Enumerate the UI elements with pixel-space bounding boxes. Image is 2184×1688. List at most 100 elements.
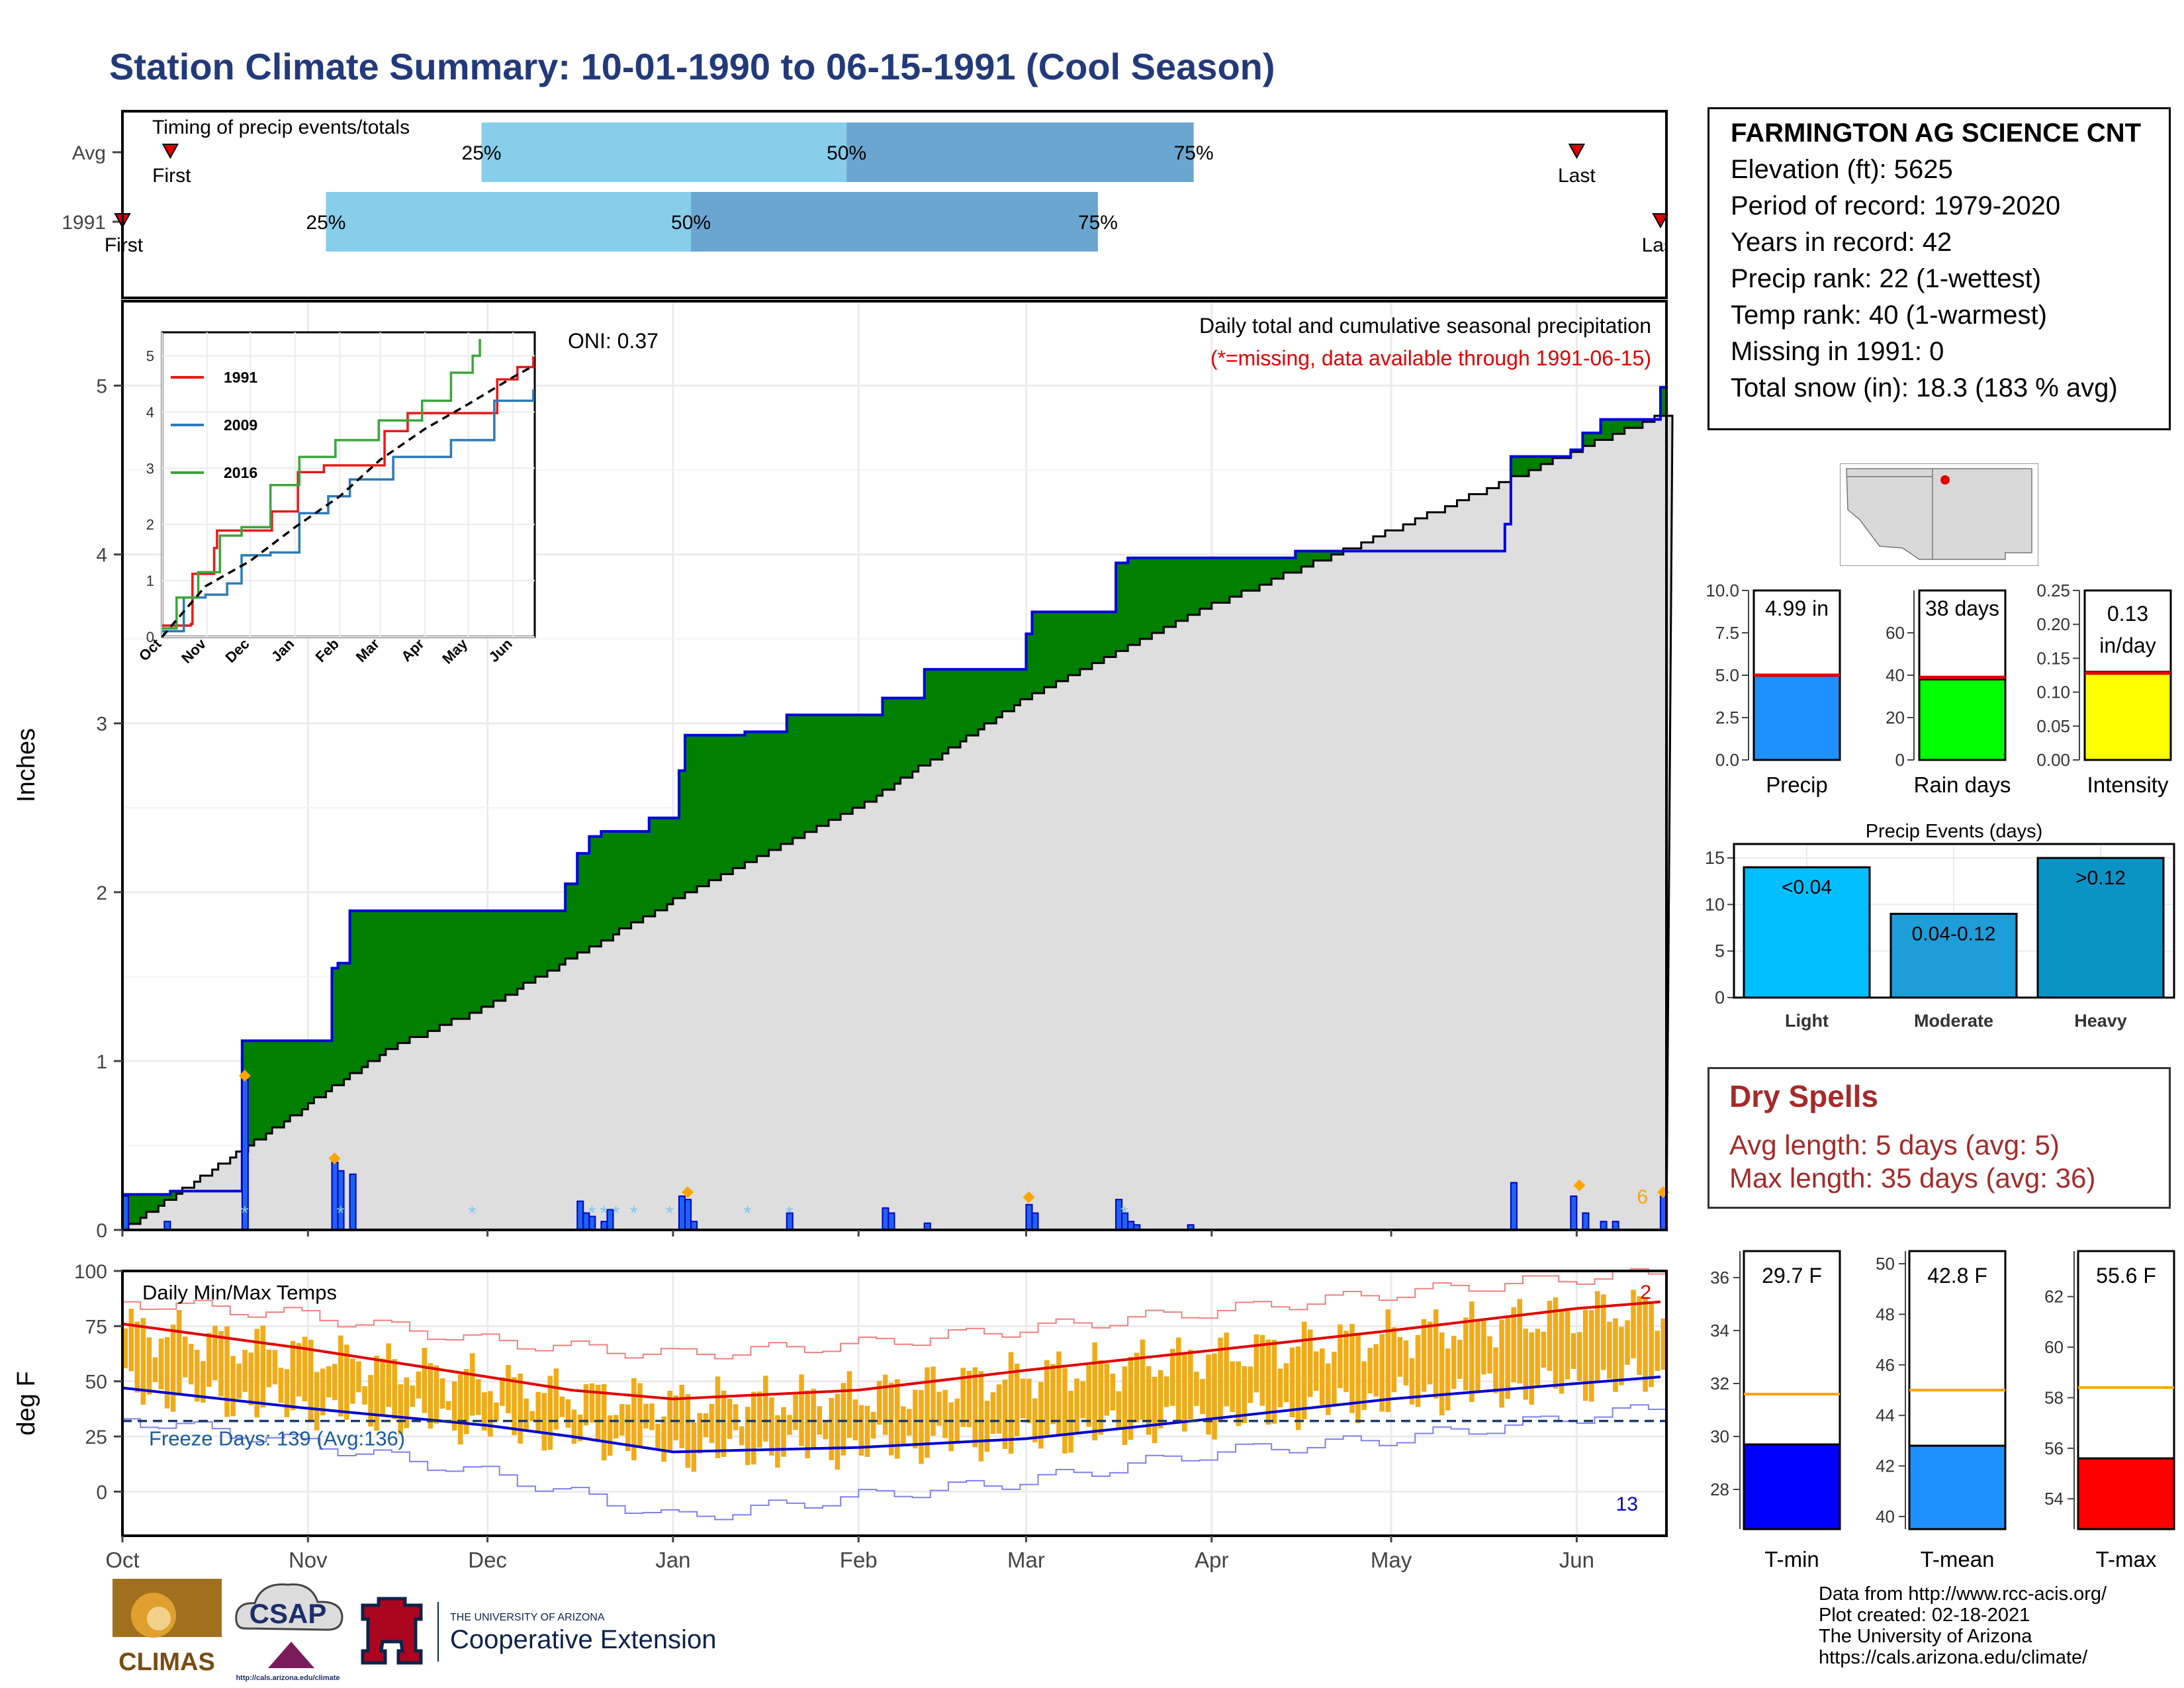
above-avg-fill <box>397 910 404 1043</box>
above-avg-fill <box>607 831 614 941</box>
record-min-line <box>122 1404 1667 1521</box>
daily-temp-bar <box>1283 1363 1289 1403</box>
above-avg-fill <box>978 669 985 729</box>
daily-temp-bar <box>913 1389 918 1449</box>
precip-event-label: >0.12 <box>2075 867 2126 889</box>
above-avg-fill <box>846 714 853 814</box>
above-avg-fill <box>1259 557 1266 585</box>
daily-temp-bar <box>1289 1347 1295 1417</box>
above-avg-fill <box>320 1041 327 1098</box>
daily-temp-bar <box>721 1390 727 1457</box>
above-avg-fill <box>1289 557 1296 573</box>
daily-temp-bar <box>858 1405 864 1456</box>
daily-precip-bar <box>684 1199 692 1231</box>
precip-event-category: Heavy <box>2074 1011 2127 1031</box>
above-avg-fill <box>1331 551 1338 555</box>
daily-temp-bar <box>925 1367 930 1458</box>
above-avg-fill <box>385 910 392 1049</box>
above-avg-fill <box>140 1194 147 1218</box>
temp-bar-label: 55.6 F <box>2096 1264 2156 1288</box>
daily-temp-bar <box>1200 1379 1205 1415</box>
above-avg-fill <box>164 1194 171 1200</box>
daily-temp-bar <box>1242 1366 1248 1423</box>
above-avg-fill <box>1211 557 1218 603</box>
csap-logo: CSAP http://cals.arizona.edu/climate <box>235 1583 343 1682</box>
last-label: Last <box>1558 165 1596 187</box>
above-avg-fill <box>1624 419 1631 428</box>
snow-marker: * <box>588 1203 596 1225</box>
daily-temp-bar <box>619 1404 625 1436</box>
above-avg-fill <box>373 910 381 1061</box>
above-avg-fill <box>1660 387 1667 416</box>
daily-temp-bar <box>601 1383 607 1461</box>
inset-series-line <box>162 339 481 630</box>
precip-frame <box>121 300 1668 1231</box>
above-avg-fill <box>499 910 506 1001</box>
snow-marker: * <box>666 1203 674 1225</box>
inset-y-label: 5 <box>146 348 154 364</box>
daily-temp-bar <box>1253 1334 1259 1393</box>
above-avg-fill <box>1547 456 1553 464</box>
above-avg-fill <box>918 698 925 766</box>
daily-temp-bar <box>559 1396 565 1417</box>
daily-temp-bar <box>1421 1319 1427 1392</box>
bar-y-label: 10.0 <box>1706 581 1739 600</box>
above-avg-fill <box>1050 612 1057 688</box>
above-avg-fill <box>1158 557 1165 633</box>
month-label: Mar <box>1007 1548 1045 1572</box>
temp-bar-label: 29.7 F <box>1762 1264 1822 1288</box>
daily-temp-bar <box>290 1340 296 1411</box>
daily-temp-bar <box>433 1365 439 1424</box>
daily-temp-bar <box>302 1336 308 1401</box>
summary-bar-name: Rain days <box>1914 773 2011 797</box>
above-avg-fill <box>433 910 440 1031</box>
above-avg-fill <box>463 910 471 1019</box>
above-avg-fill <box>577 853 584 953</box>
above-avg-fill <box>894 698 901 784</box>
above-avg-fill <box>655 818 662 911</box>
above-avg-fill <box>290 1041 296 1115</box>
daily-temp-bar <box>182 1336 188 1378</box>
above-avg-fill <box>942 669 949 754</box>
timing-pct-label: 50% <box>671 212 711 234</box>
daily-temp-bar <box>146 1337 152 1395</box>
daily-temp-bar <box>799 1374 804 1446</box>
daily-temp-bar <box>482 1392 487 1431</box>
daily-precip-bar <box>576 1200 584 1231</box>
daily-temp-bar <box>463 1369 469 1434</box>
daily-temp-bar <box>607 1415 613 1456</box>
daily-temp-bar <box>1152 1376 1158 1444</box>
daily-temp-bar <box>966 1370 972 1427</box>
daily-temp-bar <box>649 1403 655 1430</box>
daily-temp-bar <box>523 1398 529 1432</box>
daily-temp-bar <box>1014 1364 1020 1436</box>
above-avg-fill <box>1044 612 1051 688</box>
daily-temp-bar <box>230 1356 236 1417</box>
above-avg-fill <box>888 698 895 790</box>
bar-y-label: 0.25 <box>2036 581 2070 600</box>
daily-temp-bar <box>278 1368 284 1403</box>
daily-precip-bar <box>1510 1182 1518 1231</box>
daily-temp-bar <box>870 1411 876 1439</box>
daily-temp-bar <box>565 1399 571 1428</box>
above-avg-fill <box>134 1194 141 1224</box>
daily-temp-bar <box>1373 1344 1379 1397</box>
above-avg-fill <box>745 731 752 863</box>
above-avg-fill <box>259 1041 267 1140</box>
daily-temp-bar <box>697 1413 703 1454</box>
above-avg-fill <box>1271 557 1278 579</box>
daily-temp-bar <box>284 1369 290 1418</box>
tbar-y-label: 44 <box>1876 1405 1895 1425</box>
last-marker <box>1568 144 1586 160</box>
precip-title: Daily total and cumulative seasonal prec… <box>1199 314 1651 338</box>
daily-temp-bar <box>948 1402 954 1452</box>
daily-temp-bar <box>541 1393 547 1451</box>
timing-bar-q1 <box>481 122 847 182</box>
above-avg-fill <box>1319 551 1326 561</box>
above-avg-fill <box>1026 633 1033 700</box>
month-label: Dec <box>468 1548 507 1572</box>
daily-temp-bar <box>829 1397 835 1460</box>
timing-row-label: 1991 <box>62 212 106 234</box>
credit-line: Data from http://www.rcc-acis.org/ <box>1819 1583 2107 1605</box>
daily-temp-bar <box>1463 1317 1469 1391</box>
